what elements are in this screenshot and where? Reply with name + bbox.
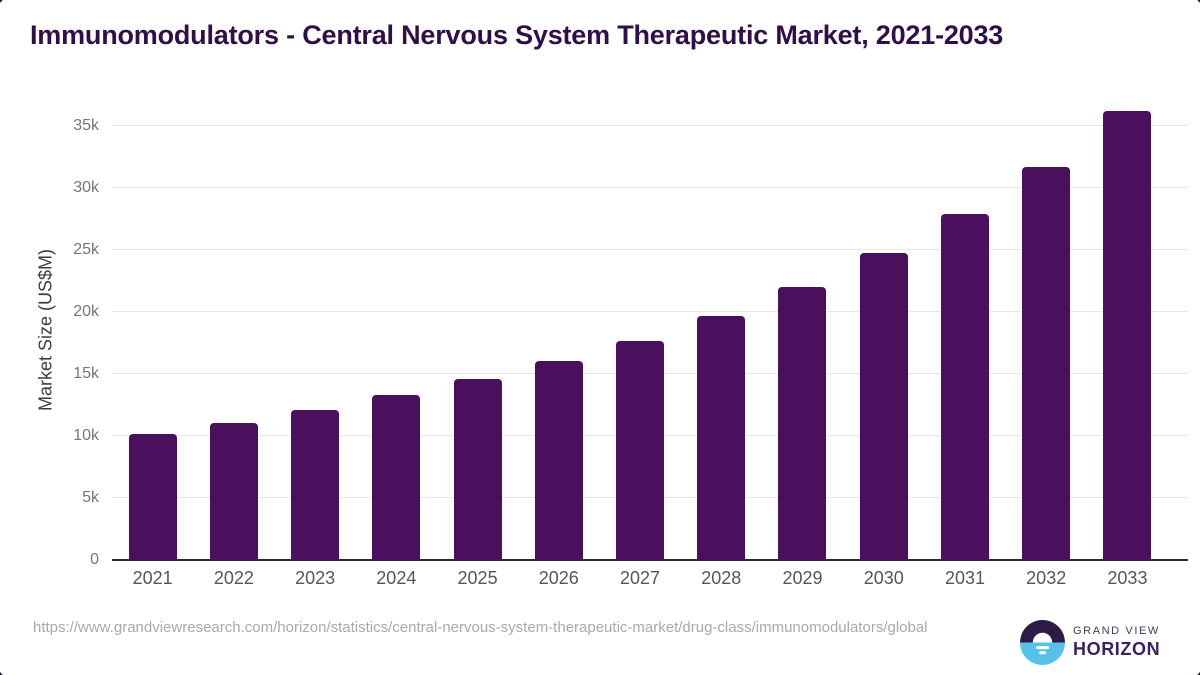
bar-2025[interactable] (453, 378, 502, 560)
y-tick-label-20k: 20k (73, 303, 99, 321)
bar-2029[interactable] (778, 287, 827, 560)
bar-2022[interactable] (209, 423, 258, 560)
x-axis-label-2030: 2030 (863, 568, 904, 588)
x-axis-label-2026: 2026 (538, 568, 579, 588)
y-tick-label-30k: 30k (73, 179, 99, 197)
bar-2031[interactable] (940, 214, 989, 560)
horizon-logo-icon (1020, 620, 1065, 665)
x-axis-labels: 2021 2022 2023 2024 2025 2026 2027 2028 2029 2030… (112, 568, 1168, 589)
x-axis-label-2029: 2029 (782, 568, 823, 588)
brand-logo[interactable]: GRAND VIEW HORIZON (1020, 620, 1160, 665)
y-tick-label-0: 0 (90, 551, 99, 568)
x-axis-label-2024: 2024 (376, 568, 417, 588)
plot-area: 0 5k 10k 15k 20k 25k 30k 35k (73, 100, 1188, 568)
y-tick-label-5k: 5k (82, 489, 99, 507)
bar-2027[interactable] (616, 340, 664, 560)
bar-2028[interactable] (697, 316, 746, 560)
bar-2032[interactable] (1022, 166, 1071, 560)
bar-2026[interactable] (534, 361, 583, 560)
gridline-35k (112, 125, 1188, 127)
x-axis-label-2032: 2032 (1026, 568, 1067, 588)
y-axis-title: Market Size (US$M) (35, 248, 56, 412)
x-axis-label-2031: 2031 (944, 568, 985, 588)
gridline-20k (112, 311, 1188, 313)
y-tick-label-35k: 35k (73, 117, 99, 135)
x-axis-label-2027: 2027 (620, 568, 661, 588)
bar-2023[interactable] (291, 409, 340, 560)
gridline-25k (112, 249, 1188, 251)
y-tick-label-10k: 10k (73, 427, 99, 445)
x-axis-line (112, 559, 1188, 561)
bar-2033[interactable] (1103, 111, 1152, 560)
y-tick-label-15k: 15k (73, 365, 99, 383)
y-tick-label-25k: 25k (73, 241, 99, 259)
bar-2021[interactable] (128, 434, 177, 560)
gridline-30k (112, 187, 1188, 189)
bar-2030[interactable] (859, 252, 908, 560)
x-axis-label-2021: 2021 (132, 568, 173, 588)
brand-name-top: GRAND VIEW (1073, 625, 1160, 637)
source-url: https://www.grandviewresearch.com/horizo… (33, 619, 928, 636)
x-axis-label-2022: 2022 (213, 568, 254, 588)
x-axis-label-2023: 2023 (295, 568, 336, 588)
x-axis-label-2025: 2025 (457, 568, 498, 588)
brand-name-bottom: HORIZON (1073, 639, 1161, 659)
brand-logo-text: GRAND VIEW HORIZON (1073, 625, 1160, 660)
x-axis-label-2033: 2033 (1107, 568, 1148, 588)
bar-2024[interactable] (372, 395, 421, 560)
x-axis-label-2028: 2028 (701, 568, 742, 588)
chart-title: Immunomodulators - Central Nervous Syste… (30, 20, 1004, 50)
